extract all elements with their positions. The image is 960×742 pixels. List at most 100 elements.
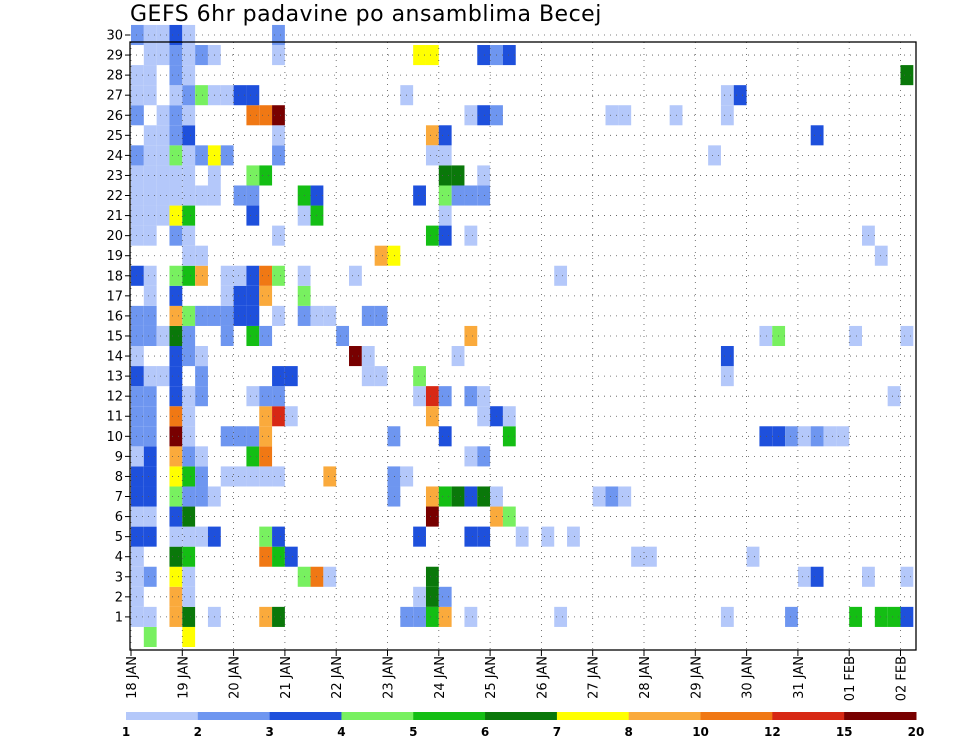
heatmap-cell — [156, 185, 170, 206]
heatmap-cell — [413, 185, 426, 206]
heatmap-cell — [631, 546, 644, 567]
heatmap-cell — [900, 606, 914, 627]
heatmap-cell — [131, 225, 144, 246]
legend-label: 3 — [265, 725, 273, 739]
heatmap-cell — [156, 205, 170, 226]
heatmap-cell — [195, 45, 208, 66]
heatmap-cell — [720, 366, 734, 387]
x-tick-label: 28 JAN — [638, 656, 653, 699]
heatmap-cell — [246, 446, 260, 467]
heatmap-cell — [143, 626, 157, 647]
heatmap-cell — [182, 566, 196, 587]
heatmap-cell — [336, 325, 350, 347]
heatmap-cell — [246, 386, 260, 407]
heatmap-cell — [259, 606, 273, 627]
y-tick-label: 9 — [115, 450, 123, 465]
heatmap-cell — [810, 125, 824, 146]
heatmap-cell — [182, 85, 196, 106]
legend-label: 1 — [122, 725, 130, 739]
heatmap-cell — [143, 205, 157, 226]
heatmap-cell — [131, 406, 144, 427]
legend-label: 15 — [836, 725, 853, 739]
heatmap-cell — [220, 145, 234, 166]
heatmap-cell — [220, 265, 234, 286]
heatmap-cell — [195, 185, 208, 206]
y-tick-label: 17 — [106, 289, 123, 304]
heatmap-cell — [195, 305, 208, 326]
heatmap-cell — [233, 305, 247, 326]
heatmap-cell — [195, 85, 208, 106]
heatmap-cell — [413, 606, 426, 627]
heatmap-cell — [169, 225, 183, 246]
y-tick-label: 27 — [106, 89, 123, 104]
heatmap-cell — [272, 386, 285, 407]
heatmap-cell — [195, 265, 208, 286]
legend-swatch — [772, 712, 845, 720]
heatmap-cell — [618, 486, 632, 507]
legend-swatch — [700, 712, 773, 720]
heatmap-cell — [182, 606, 196, 627]
x-tick-label: 21 JAN — [279, 656, 294, 699]
heatmap-cell — [259, 325, 273, 347]
heatmap-cell — [233, 185, 247, 206]
heatmap-cell — [464, 446, 478, 467]
heatmap-cell — [169, 546, 183, 567]
heatmap-cell — [246, 325, 260, 347]
heatmap-cell — [438, 145, 452, 166]
heatmap-cell — [156, 165, 170, 186]
heatmap-cell — [413, 366, 426, 387]
heatmap-cell — [131, 185, 144, 206]
heatmap-cell — [438, 386, 452, 407]
y-tick-label: 29 — [106, 49, 123, 64]
heatmap-cell — [425, 586, 439, 607]
heatmap-cell — [272, 466, 285, 487]
heatmap-cell — [259, 105, 273, 126]
heatmap-cell — [220, 466, 234, 487]
heatmap-cell — [220, 285, 234, 306]
heatmap-cell — [361, 366, 375, 387]
heatmap-cell — [464, 526, 478, 547]
heatmap-cell — [425, 486, 439, 507]
heatmap-cell — [259, 165, 273, 186]
heatmap-cell — [438, 125, 452, 146]
heatmap-cell — [413, 386, 426, 407]
heatmap-cell — [233, 265, 247, 286]
heatmap-cell — [220, 426, 234, 447]
y-tick-label: 12 — [106, 390, 123, 405]
heatmap-cell — [272, 45, 285, 66]
heatmap-cell — [169, 105, 183, 126]
heatmap-cell — [259, 526, 273, 547]
heatmap-cell — [169, 466, 183, 487]
heatmap-cell — [567, 526, 580, 547]
heatmap-cell — [477, 486, 491, 507]
heatmap-cell — [233, 426, 247, 447]
heatmap-cell — [259, 285, 273, 306]
heatmap-cell — [246, 165, 260, 186]
heatmap-cell — [143, 145, 157, 166]
legend-swatch — [126, 712, 199, 720]
legend-swatch — [485, 712, 558, 720]
heatmap-cell — [131, 546, 144, 567]
heatmap-cell — [451, 486, 465, 507]
y-axis: 1234567891011121314151617181920212223242… — [106, 28, 130, 625]
heatmap-cell — [195, 245, 208, 266]
heatmap-cell — [464, 185, 478, 206]
heatmap-cell — [887, 606, 901, 627]
legend-label: 2 — [194, 725, 202, 739]
legend-swatch — [844, 712, 917, 720]
heatmap-cell — [131, 586, 144, 607]
heatmap-cell — [874, 606, 888, 627]
heatmap-cell — [438, 185, 452, 206]
heatmap-cell — [182, 466, 196, 487]
x-tick-label: 20 JAN — [228, 656, 243, 699]
heatmap-cell — [182, 346, 196, 367]
heatmap-cell — [182, 65, 196, 86]
heatmap-cell — [425, 386, 439, 407]
heatmap-cell — [836, 426, 850, 447]
x-tick-label: 18 JAN — [125, 656, 140, 699]
heatmap-cell — [246, 305, 260, 326]
heatmap-cell — [182, 245, 196, 266]
heatmap-cell — [272, 546, 285, 567]
heatmap-cell — [425, 606, 439, 627]
heatmap-cell — [156, 45, 170, 66]
